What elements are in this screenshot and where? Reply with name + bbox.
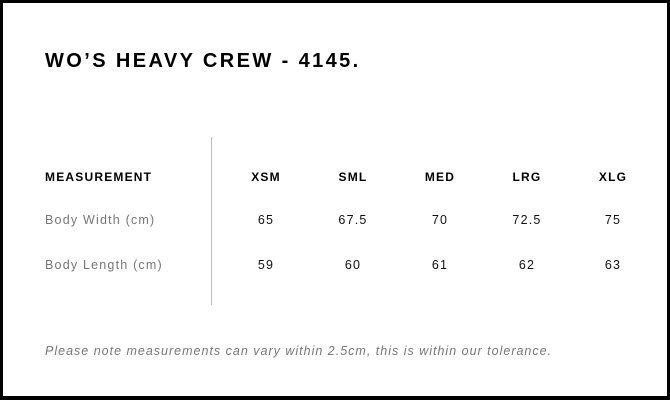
tolerance-note: Please note measurements can vary within… bbox=[45, 344, 553, 358]
table-cell: 63 bbox=[604, 258, 622, 272]
header-size: XSM bbox=[251, 170, 281, 184]
header-size: SML bbox=[338, 170, 368, 184]
table-cell: 61 bbox=[431, 258, 449, 272]
table-cell: 59 bbox=[257, 258, 275, 272]
table-cell: 60 bbox=[344, 258, 362, 272]
row-label: Body Length (cm) bbox=[45, 258, 163, 272]
table-cell: 72.5 bbox=[512, 213, 542, 227]
table-cell: 65 bbox=[257, 213, 275, 227]
table-cell: 75 bbox=[604, 213, 622, 227]
column-divider bbox=[211, 137, 212, 305]
table-cell: 70 bbox=[431, 213, 449, 227]
header-size: XLG bbox=[598, 170, 628, 184]
row-label: Body Width (cm) bbox=[45, 213, 156, 227]
page-title: WO’S HEAVY CREW - 4145. bbox=[45, 50, 361, 72]
header-size: LRG bbox=[512, 170, 542, 184]
table-cell: 62 bbox=[518, 258, 536, 272]
header-size: MED bbox=[424, 170, 456, 184]
table-cell: 67.5 bbox=[338, 213, 368, 227]
header-measurement: MEASUREMENT bbox=[45, 170, 153, 184]
